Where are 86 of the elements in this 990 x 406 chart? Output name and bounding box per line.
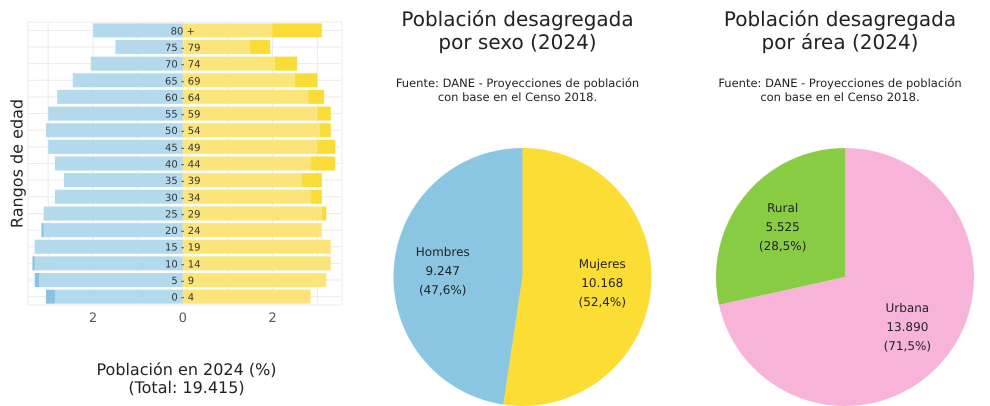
pie-slice bbox=[394, 148, 522, 405]
bar bbox=[317, 140, 336, 154]
x-axis-title: Población en 2024 (%) (Total: 19.415) bbox=[95, 360, 278, 397]
y-tick-label: 55 - 59 bbox=[165, 110, 200, 121]
y-tick-label: 20 - 24 bbox=[165, 226, 200, 238]
bar bbox=[54, 190, 183, 204]
x-tick-label: 2 bbox=[268, 311, 277, 326]
slice-label: Mujeres bbox=[578, 256, 626, 271]
pie-slice bbox=[716, 148, 845, 305]
y-tick-label: 40 - 44 bbox=[165, 160, 200, 170]
bar bbox=[46, 290, 55, 304]
bar bbox=[34, 256, 183, 270]
bar bbox=[182, 56, 275, 71]
chart-title: Población desagregada por área (2024) bbox=[722, 7, 958, 54]
slice-label: Urbana bbox=[886, 301, 930, 316]
bar bbox=[48, 140, 183, 154]
data-label: 9.247 (47,6%) bbox=[419, 264, 466, 298]
x-tick-label: 0 bbox=[178, 311, 187, 326]
chart-subtitle: Fuente: DANE - Proyecciones de población con base en el Censo 2018. bbox=[717, 76, 963, 104]
bar bbox=[310, 156, 336, 171]
chart-subtitle: Fuente: DANE - Proyecciones de población con base en el Censo 2018. bbox=[394, 76, 640, 104]
bar bbox=[34, 240, 183, 254]
y-tick-label: 25 - 29 bbox=[165, 209, 200, 220]
data-label: 10.168 (52,4%) bbox=[578, 276, 626, 309]
bar bbox=[182, 73, 295, 88]
bar bbox=[182, 173, 302, 188]
bar bbox=[182, 23, 272, 38]
bar bbox=[182, 290, 311, 304]
bar bbox=[44, 206, 183, 220]
data-label: 5.525 (28,5%) bbox=[758, 220, 806, 253]
y-tick-label: 60 - 64 bbox=[165, 92, 200, 104]
y-axis-title: Rangos de edad bbox=[8, 98, 27, 228]
bar bbox=[182, 273, 326, 288]
bar bbox=[308, 90, 324, 104]
bar bbox=[317, 106, 331, 121]
bar bbox=[320, 123, 331, 138]
y-tick-label: 45 - 49 bbox=[165, 142, 200, 154]
bar bbox=[182, 240, 331, 254]
bar bbox=[90, 56, 183, 71]
bar bbox=[115, 40, 183, 54]
bar bbox=[272, 23, 322, 38]
bar bbox=[54, 290, 183, 304]
x-tick-label: 2 bbox=[88, 311, 98, 326]
bar bbox=[34, 273, 40, 288]
bar bbox=[322, 206, 326, 220]
bar bbox=[302, 173, 322, 188]
bar bbox=[182, 106, 318, 121]
y-tick-label: 35 - 39 bbox=[165, 176, 200, 188]
bar bbox=[274, 56, 298, 71]
y-tick-label: 5 - 9 bbox=[171, 276, 194, 288]
y-tick-label: 50 - 54 bbox=[165, 126, 200, 138]
bar bbox=[54, 156, 183, 171]
data-label: 13.890 (71,5%) bbox=[884, 320, 932, 354]
bar bbox=[48, 106, 183, 121]
bar bbox=[93, 23, 183, 38]
slice-label: Hombres bbox=[416, 245, 470, 260]
bar bbox=[39, 273, 183, 288]
bar bbox=[182, 206, 322, 220]
slice-label: Rural bbox=[767, 200, 798, 215]
y-tick-label: 15 - 19 bbox=[165, 242, 200, 254]
y-tick-label: 0 - 4 bbox=[171, 292, 194, 304]
y-tick-label: 80 + bbox=[170, 26, 195, 38]
bar bbox=[182, 123, 320, 138]
bar bbox=[72, 73, 183, 88]
bar bbox=[182, 140, 318, 154]
bar bbox=[310, 190, 322, 204]
chart-title: Población desagregada por sexo (2024) bbox=[400, 7, 635, 54]
bar bbox=[44, 223, 183, 238]
bar bbox=[182, 256, 331, 270]
bar bbox=[182, 40, 250, 54]
y-tick-label: 65 - 69 bbox=[165, 76, 200, 88]
bar bbox=[182, 223, 322, 238]
y-tick-label: 70 - 74 bbox=[165, 60, 200, 71]
bar bbox=[294, 73, 318, 88]
y-tick-label: 75 - 79 bbox=[165, 42, 200, 54]
bar bbox=[64, 173, 183, 188]
bar bbox=[182, 90, 308, 104]
bar bbox=[57, 90, 183, 104]
bar bbox=[182, 156, 311, 171]
bar bbox=[250, 40, 270, 54]
pie-slice bbox=[503, 148, 652, 406]
pie-slice bbox=[719, 148, 974, 406]
bar bbox=[182, 190, 311, 204]
y-tick-label: 10 - 14 bbox=[165, 259, 200, 270]
y-tick-label: 30 - 34 bbox=[165, 192, 200, 204]
bar bbox=[46, 123, 183, 138]
